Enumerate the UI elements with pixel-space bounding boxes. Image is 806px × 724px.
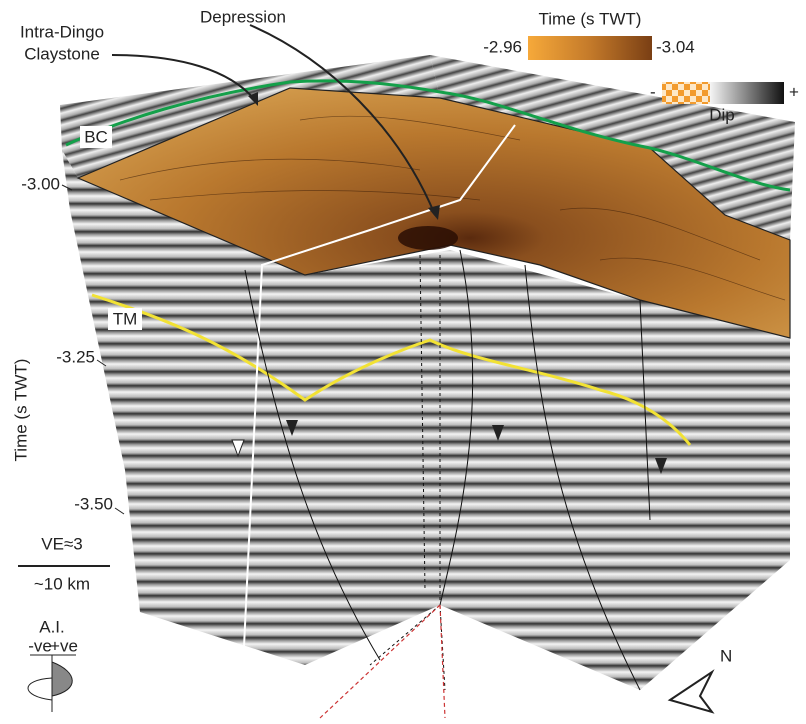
contours	[119, 115, 786, 301]
left-face	[62, 150, 305, 665]
back-wall-left	[60, 55, 440, 178]
annotations: Depression Intra-Dingo Claystone BC TM V…	[20, 7, 732, 714]
dip-checker	[662, 82, 710, 104]
ai-wiggle-pos	[51, 661, 73, 697]
label-tm: TM	[113, 309, 138, 328]
colorbar-max: -3.04	[656, 37, 695, 56]
back-wall-right	[430, 55, 795, 240]
tick	[114, 507, 125, 515]
time-axis: Time (s TWT) -3.00 -3.25 -3.50	[11, 174, 125, 515]
dip-title: Dip	[709, 105, 735, 124]
block	[60, 55, 795, 719]
tick	[61, 184, 73, 191]
dip-plus: +	[789, 82, 799, 101]
ai-legend: A.I. -ve +ve	[27, 617, 78, 712]
ai-wiggle-neg	[27, 677, 53, 701]
tick-label: -3.50	[74, 494, 113, 513]
tick	[96, 359, 107, 367]
bc-box	[80, 126, 112, 148]
label-intra-dingo: Intra-Dingo	[20, 22, 104, 41]
right-face	[305, 250, 790, 690]
ai-neg: -ve	[28, 636, 52, 655]
scale: VE≈3 ~10 km	[18, 534, 110, 593]
axis-title: Time (s TWT)	[11, 359, 30, 462]
fault-arrow-open	[231, 439, 245, 458]
depression-pit	[398, 226, 458, 250]
bc-horizon	[65, 79, 791, 192]
fault-lines	[244, 249, 651, 691]
ve-label: VE≈3	[41, 534, 82, 553]
time-colorbar: Time (s TWT) -2.96 -3.04	[483, 9, 695, 60]
label-claystone: Claystone	[24, 44, 100, 63]
ai-pos: +ve	[50, 636, 78, 655]
colorbar-title: Time (s TWT)	[539, 9, 642, 28]
depression-arrow	[249, 24, 436, 216]
tick-label: -3.00	[21, 174, 60, 193]
vzd-red	[319, 604, 446, 719]
scale-length: ~10 km	[34, 574, 90, 593]
colorbar	[528, 36, 652, 60]
tm-box	[108, 308, 142, 330]
colorbar-min: -2.96	[483, 37, 522, 56]
claystone-arrowhead	[248, 92, 258, 106]
claystone-arrow	[111, 54, 256, 101]
label-f: F	[401, 692, 413, 714]
ai-title: A.I.	[39, 617, 65, 636]
tm-horizon	[91, 293, 692, 446]
tick-label: -3.25	[56, 347, 95, 366]
label-north: N	[720, 646, 732, 665]
fault-white	[242, 124, 516, 669]
label-depression: Depression	[200, 7, 286, 26]
dip-minus: -	[650, 82, 656, 101]
depression-arrowhead	[428, 205, 440, 220]
label-bc: BC	[84, 127, 108, 146]
north-arrow	[667, 669, 715, 714]
dip-gradient	[710, 82, 784, 104]
dip-colorbar: - + Dip	[650, 82, 799, 124]
label-vzd: VZD	[387, 670, 427, 692]
